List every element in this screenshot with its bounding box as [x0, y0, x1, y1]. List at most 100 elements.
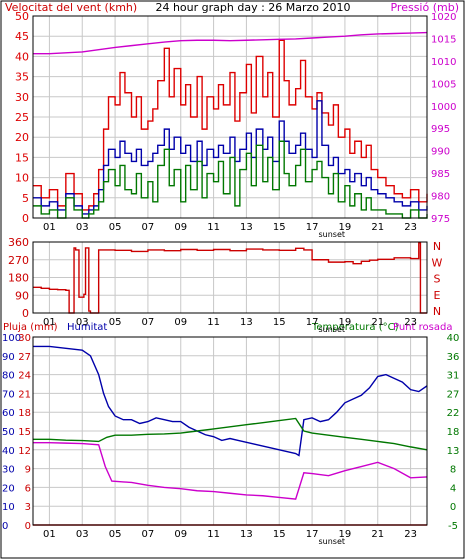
rain-tick-label-9: 27 [18, 352, 31, 363]
pressure-tick-label-8: 1015 [431, 34, 456, 45]
wind-series-line-3 [33, 31, 428, 55]
rain-tick-label-7: 21 [18, 389, 31, 400]
humidity-tick-label-2: 20 [2, 483, 15, 494]
x-tick-label-2-2: 05 [109, 529, 122, 540]
wind-tick-label-0: 0 [22, 212, 29, 225]
x-tick-label-0-8: 17 [306, 222, 319, 233]
x-tick-label-1-0: 01 [43, 317, 56, 328]
lower-series-line-2 [33, 441, 428, 500]
compass-label-3: E [434, 289, 441, 302]
wind-tick-label-3: 15 [15, 151, 29, 164]
wind-tick-label-10: 50 [15, 10, 29, 23]
x-tick-label-1-4: 09 [174, 317, 187, 328]
lower-panel-frame [32, 336, 428, 526]
rain-axis-label: Pluja (mm) [3, 322, 58, 333]
rain-tick-label-0: 0 [25, 521, 31, 532]
dewpoint-axis-label: Punt rosada [393, 322, 452, 333]
wind-tick-label-4: 20 [15, 131, 29, 144]
rain-tick-label-4: 12 [18, 446, 31, 457]
wind-tick-label-9: 45 [15, 30, 29, 43]
x-tick-label-1-3: 07 [142, 317, 155, 328]
rain-tick-label-10: 30 [18, 333, 31, 344]
x-tick-label-1-6: 13 [240, 317, 253, 328]
humidity-tick-label-10: 100 [2, 333, 21, 344]
rain-tick-label-6: 18 [18, 408, 31, 419]
rain-tick-label-2: 6 [25, 483, 31, 494]
pressure-tick-label-5: 1000 [431, 102, 456, 113]
humidity-tick-label-7: 70 [2, 389, 15, 400]
temp-tick-label-8: 31 [447, 371, 460, 382]
lower-series-line-0 [33, 345, 428, 457]
wind-tick-label-7: 35 [15, 71, 29, 84]
wind-panel-frame [32, 15, 428, 219]
dir-tick-label-3: 270 [8, 254, 29, 267]
x-tick-label-2-11: 23 [404, 529, 417, 540]
x-tick-label-0-9: 19 [339, 222, 352, 233]
temp-tick-label-4: 13 [447, 446, 460, 457]
pressure-tick-label-0: 975 [431, 214, 450, 225]
x-tick-label-2-6: 13 [240, 529, 253, 540]
wind-tick-label-8: 40 [15, 50, 29, 63]
humidity-tick-label-3: 30 [2, 465, 15, 476]
x-tick-label-1-9: 19 [339, 317, 352, 328]
pressure-axis-label: Pressió (mb) [390, 1, 459, 14]
humidity-tick-label-0: 0 [2, 521, 8, 532]
rain-tick-label-3: 9 [25, 465, 31, 476]
wind-tick-label-5: 25 [15, 111, 29, 124]
wind-series-line-2 [33, 140, 428, 219]
compass-label-1: W [432, 256, 443, 269]
temp-tick-label-7: 27 [447, 389, 460, 400]
wind-series-line-1 [33, 100, 428, 215]
rain-tick-label-8: 24 [18, 371, 31, 382]
x-tick-label-2-1: 03 [76, 529, 89, 540]
x-tick-label-1-5: 11 [207, 317, 220, 328]
x-tick-label-0-11: 23 [404, 222, 417, 233]
x-tick-label-1-1: 03 [76, 317, 89, 328]
wind-tick-label-1: 5 [22, 192, 29, 205]
direction-panel-frame [32, 241, 428, 314]
x-tick-label-1-7: 15 [273, 317, 286, 328]
x-tick-label-2-9: 19 [339, 529, 352, 540]
x-tick-label-2-7: 15 [273, 529, 286, 540]
wind-tick-label-6: 30 [15, 91, 29, 104]
sunset-label-1: sunset [319, 325, 346, 334]
humidity-tick-label-4: 40 [2, 446, 15, 457]
rain-tick-label-1: 3 [25, 502, 31, 513]
x-tick-label-2-3: 07 [142, 529, 155, 540]
lower-series-line-1 [33, 417, 428, 451]
compass-label-0: N [433, 240, 441, 253]
direction-series-line-0 [33, 242, 427, 314]
pressure-tick-label-3: 990 [431, 147, 450, 158]
humidity-tick-label-1: 10 [2, 502, 15, 513]
pressure-tick-label-7: 1010 [431, 57, 456, 68]
x-tick-label-1-2: 05 [109, 317, 122, 328]
sunset-label-2: sunset [319, 537, 346, 546]
x-tick-label-0-4: 09 [174, 222, 187, 233]
x-tick-label-0-6: 13 [240, 222, 253, 233]
humidity-tick-label-8: 80 [2, 371, 15, 382]
dir-tick-label-4: 360 [8, 236, 29, 249]
temp-tick-label-10: 40 [447, 333, 460, 344]
pressure-tick-label-4: 995 [431, 124, 450, 135]
compass-label-2: S [434, 273, 441, 286]
humidity-axis-label: Humitat [67, 322, 107, 333]
temp-tick-label-6: 22 [447, 408, 460, 419]
dir-tick-label-1: 90 [15, 289, 29, 302]
pressure-tick-label-2: 985 [431, 169, 450, 180]
wind-series-line-0 [33, 39, 428, 211]
x-tick-label-0-10: 21 [371, 222, 384, 233]
temp-tick-label-9: 36 [447, 352, 460, 363]
temp-tick-label-2: 4 [450, 483, 456, 494]
x-tick-label-1-10: 21 [371, 317, 384, 328]
x-tick-label-0-2: 05 [109, 222, 122, 233]
pressure-tick-label-1: 980 [431, 192, 450, 203]
temp-tick-label-1: 0 [450, 502, 456, 513]
humidity-tick-label-5: 50 [2, 427, 15, 438]
rain-tick-label-5: 15 [18, 427, 31, 438]
x-tick-label-2-8: 17 [306, 529, 319, 540]
x-tick-label-0-0: 01 [43, 222, 56, 233]
x-tick-label-0-5: 11 [207, 222, 220, 233]
x-tick-label-2-4: 09 [174, 529, 187, 540]
pressure-tick-label-6: 1005 [431, 79, 456, 90]
wind-axis-label: Velocitat del vent (kmh) [5, 1, 137, 14]
